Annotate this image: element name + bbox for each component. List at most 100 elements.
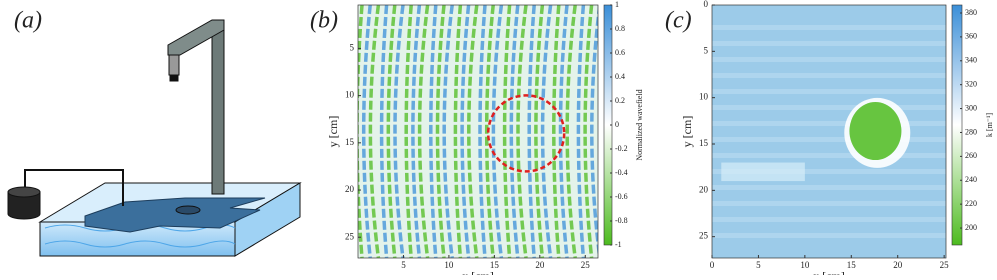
- texture-stripe: [712, 169, 946, 174]
- texture-stripe: [712, 41, 946, 46]
- y-tick-label: 25: [345, 231, 355, 241]
- x-axis-label: x [cm]: [462, 269, 494, 275]
- colorbar-tick-label: 220: [965, 199, 977, 208]
- wave-stripe: [590, 5, 598, 258]
- plot-frame: [711, 4, 947, 259]
- texture-stripe: [712, 105, 946, 110]
- x-tick-label: 15: [847, 260, 857, 270]
- texture-patch: [721, 162, 805, 182]
- colorbar-tick-label: 0.2: [615, 96, 625, 105]
- wave-stripe: [516, 5, 528, 258]
- texture-stripe: [712, 89, 946, 94]
- wave-stripe: [502, 5, 512, 258]
- wave-stripe: [576, 5, 586, 258]
- texture-stripe: [712, 153, 946, 158]
- colorbar-tick-label: 340: [965, 56, 977, 65]
- wave-stripe: [583, 5, 594, 258]
- x-tick-label: 0: [710, 260, 715, 270]
- texture-stripe: [712, 25, 946, 30]
- colorbar-tick-label: 320: [965, 80, 977, 89]
- colorbar-tick-label: -0.8: [615, 216, 628, 225]
- wave-stripe: [527, 5, 536, 258]
- inclusion: [849, 102, 902, 161]
- wave-stripe: [361, 5, 372, 258]
- colorbar-tick-label: 240: [965, 175, 977, 184]
- wave-stripe: [404, 5, 413, 258]
- y-tick-label: 10: [345, 90, 355, 100]
- wave-stripe: [379, 5, 389, 258]
- heatmap-field: [712, 5, 946, 258]
- texture-stripe: [712, 217, 946, 222]
- wave-stripe: [478, 5, 487, 258]
- wave-stripe: [552, 5, 561, 258]
- colorbar: [951, 4, 963, 246]
- colorbar-tick-label: 0.4: [615, 72, 625, 81]
- wave-stripe: [442, 5, 454, 258]
- texture-stripe: [712, 233, 946, 238]
- wave-stripe: [565, 5, 577, 258]
- wave-stripe: [509, 5, 520, 258]
- y-tick-label: 5: [350, 42, 355, 52]
- setup-diagram: [7, 19, 302, 257]
- y-tick-label: 15: [699, 138, 709, 148]
- plot-frame: [357, 4, 599, 259]
- scatterer-outline: [486, 94, 566, 173]
- x-tick-label: 10: [444, 260, 454, 270]
- panel-label: (c): [665, 8, 692, 34]
- colorbar-label: Normalized wavefield: [635, 89, 644, 160]
- colorbar-tick-label: -0.6: [615, 192, 628, 201]
- colorbar-tick-label: 0: [615, 120, 619, 129]
- colorbar-tick-label: 380: [965, 8, 977, 17]
- wave-stripe: [358, 5, 364, 258]
- wave-stripe: [411, 5, 422, 258]
- y-axis-label: y [cm]: [680, 116, 694, 148]
- colorbar-tick-label: 300: [965, 103, 977, 112]
- colorbar-tick-label: 200: [965, 223, 977, 232]
- x-tick-label: 20: [893, 260, 903, 270]
- colorbar-tick-label: 1: [615, 0, 619, 9]
- wave-stripe: [491, 5, 504, 258]
- colorbar-tick-label: 360: [965, 32, 977, 41]
- panel-label: (a): [14, 8, 42, 34]
- y-tick-label: 0: [704, 0, 709, 9]
- y-tick-label: 20: [345, 184, 355, 194]
- y-axis-label: y [cm]: [326, 116, 340, 148]
- wave-stripe: [484, 5, 495, 258]
- heatmap-field: [358, 5, 598, 258]
- wave-stripe: [429, 5, 438, 258]
- colorbar-tick-label: -0.2: [615, 144, 628, 153]
- wave-stripe: [558, 5, 569, 258]
- x-tick-label: 25: [581, 260, 591, 270]
- y-tick-label: 15: [345, 137, 355, 147]
- colorbar-tick-label: 280: [965, 127, 977, 136]
- y-tick-label: 5: [704, 45, 709, 55]
- x-tick-label: 25: [940, 260, 950, 270]
- y-tick-label: 10: [699, 92, 709, 102]
- x-tick-label: 20: [535, 260, 545, 270]
- wave-stripe: [460, 5, 471, 258]
- wave-stripe: [435, 5, 446, 258]
- x-tick-label: 10: [800, 260, 810, 270]
- colorbar-label: k [m⁻¹]: [985, 113, 994, 138]
- colorbar-tick-label: -1: [615, 240, 622, 249]
- panel-label: (b): [310, 8, 338, 34]
- texture-stripe: [712, 121, 946, 126]
- y-tick-label: 25: [699, 231, 709, 241]
- colorbar-tick-label: 0.6: [615, 48, 625, 57]
- colorbar-tick-label: 0.8: [615, 24, 625, 33]
- x-tick-label: 5: [756, 260, 761, 270]
- x-axis-label: x [cm]: [813, 269, 845, 275]
- wave-stripe: [386, 5, 397, 258]
- texture-stripe: [712, 57, 946, 62]
- wave-stripe: [467, 5, 479, 258]
- wave-stripe: [393, 5, 405, 258]
- wave-stripe: [368, 5, 381, 258]
- texture-stripe: [712, 137, 946, 142]
- y-tick-label: 20: [699, 184, 709, 194]
- texture-stripe: [712, 185, 946, 190]
- colorbar-tick-label: 260: [965, 151, 977, 160]
- x-tick-label: 5: [401, 260, 406, 270]
- wave-stripe: [417, 5, 430, 258]
- wave-stripe: [540, 5, 553, 258]
